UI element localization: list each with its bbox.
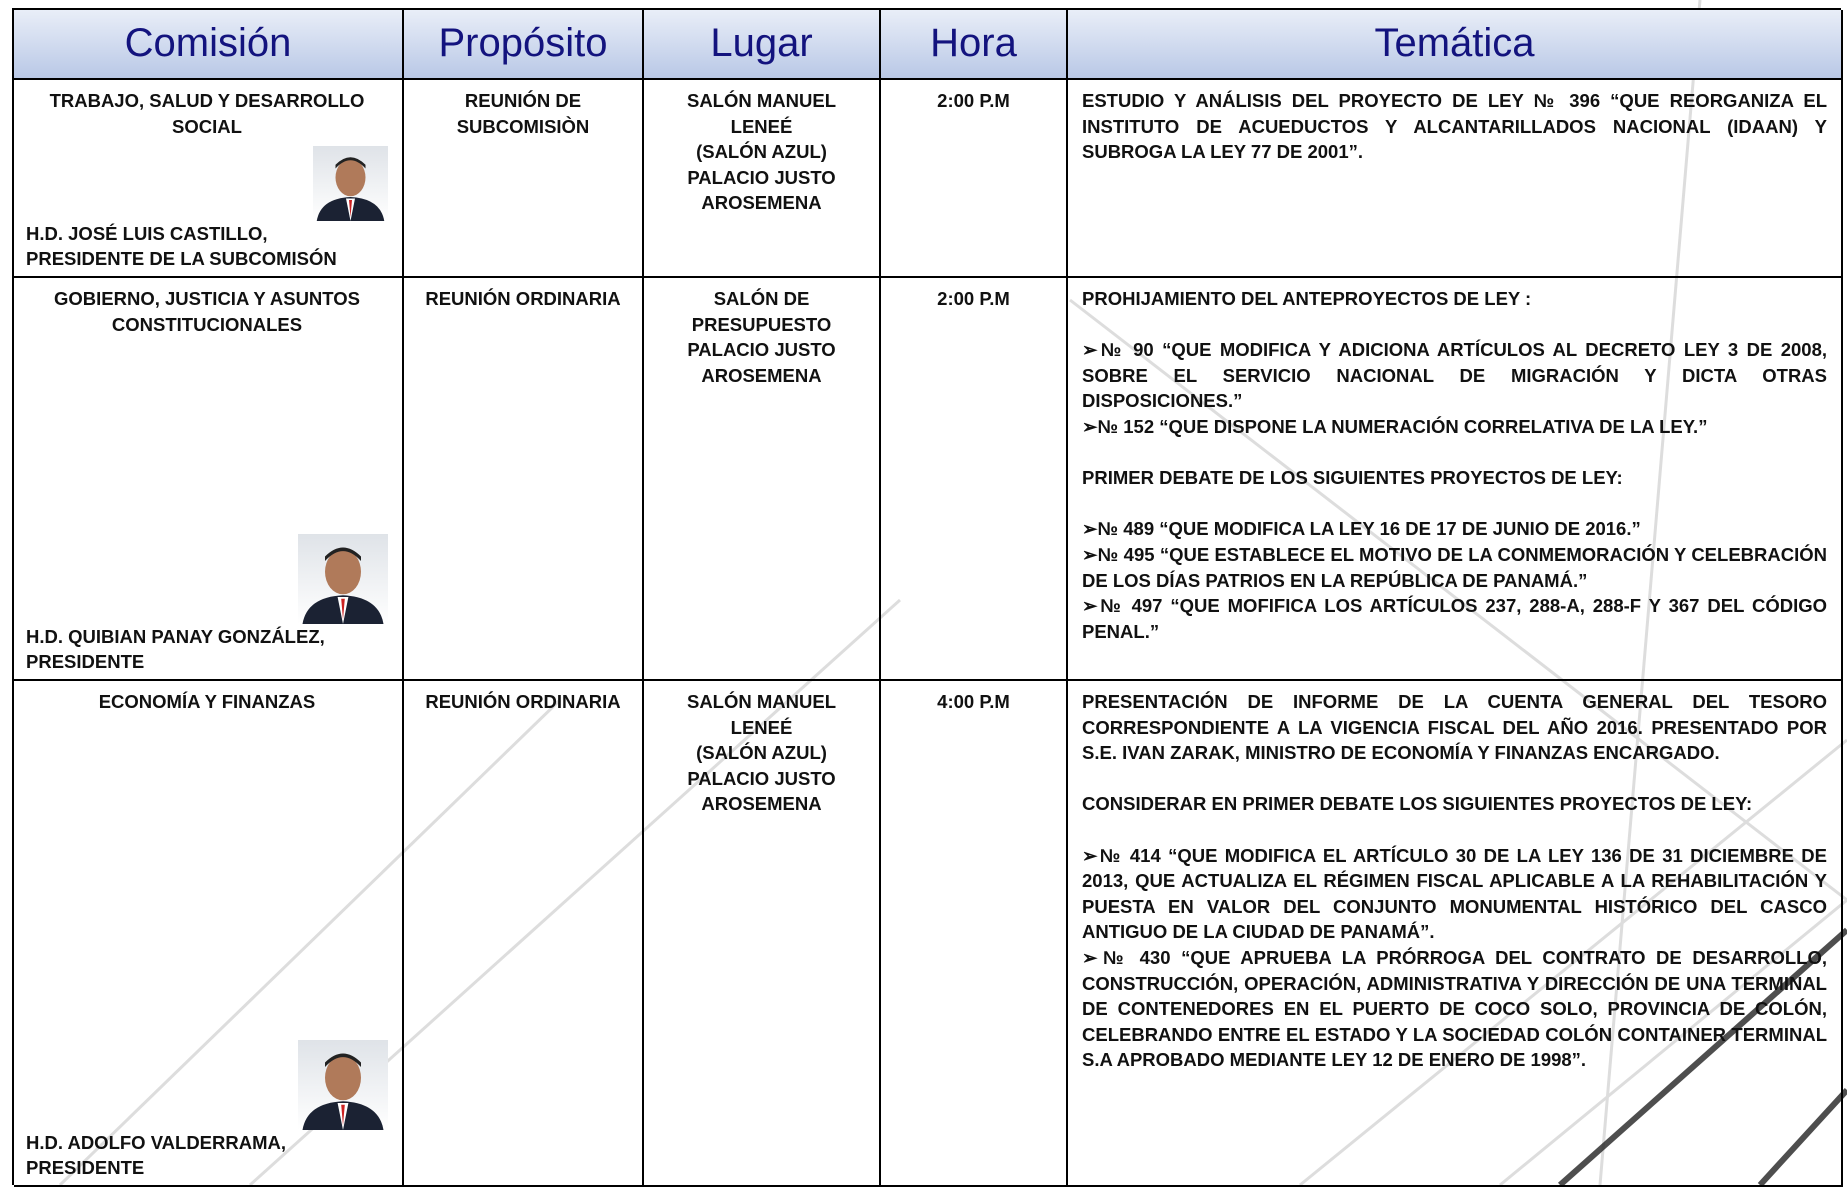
- tematica-line: ➢№ 90 “QUE MODIFICA Y ADICIONA ARTÍCULOS…: [1082, 339, 1827, 412]
- tematica-paragraph: PRESENTACIÓN DE INFORME DE LA CUENTA GEN…: [1082, 689, 1827, 766]
- tematica-line: PRIMER DEBATE DE LOS SIGUIENTES PROYECTO…: [1082, 467, 1623, 489]
- tematica-cell: ESTUDIO Y ANÁLISIS DEL PROYECTO DE LEY №…: [1068, 80, 1843, 278]
- tematica-line: ESTUDIO Y ANÁLISIS DEL PROYECTO DE LEY №…: [1082, 90, 1827, 163]
- tematica-line: ➢№ 497 “QUE MOFIFICA LOS ARTÍCULOS 237, …: [1082, 595, 1827, 642]
- tematica-line: ➢№ 430 “QUE APRUEBA LA PRÓRROGA DEL CONT…: [1082, 946, 1827, 1071]
- comision-name: TRABAJO, SALUD Y DESARROLLO SOCIAL: [49, 90, 365, 137]
- comision-name: ECONOMÍA Y FINANZAS: [98, 691, 316, 712]
- lugar-cell: SALÓN MANUEL LENEÉ (SALÓN AZUL) PALACIO JU…: [644, 80, 881, 278]
- tematica-line: CONSIDERAR EN PRIMER DEBATE LOS SIGUIENT…: [1082, 793, 1753, 815]
- presidente: H.D. QUIBIAN PANAY GONZÁLEZ, PRESIDENTE: [26, 625, 325, 673]
- tematica-paragraph: ➢№ 414 “QUE MODIFICA EL ARTÍCULO 30 DE L…: [1082, 843, 1827, 1073]
- presidente: H.D. JOSÉ LUIS CASTILLO, PRESIDENTE DE L…: [26, 222, 337, 270]
- tematica-paragraph: ➢№ 489 “QUE MODIFICA LA LEY 16 DE 17 DE …: [1082, 516, 1827, 644]
- presidente: H.D. ADOLFO VALDERRAMA, PRESIDENTE: [26, 1131, 287, 1179]
- lugar-line: PALACIO JUSTO AROSEMENA: [687, 339, 836, 386]
- hora-cell: 4:00 P.M: [881, 681, 1068, 1187]
- tematica-paragraph: ESTUDIO Y ANÁLISIS DEL PROYECTO DE LEY №…: [1082, 88, 1827, 165]
- tematica-paragraph: CONSIDERAR EN PRIMER DEBATE LOS SIGUIENT…: [1082, 791, 1827, 817]
- lugar-cell: SALÓN DE PRESUPUESTO PALACIO JUSTO AROSEM…: [644, 278, 881, 681]
- hora-cell: 2:00 P.M: [881, 80, 1068, 278]
- hora-cell: 2:00 P.M: [881, 278, 1068, 681]
- portrait: [302, 547, 384, 624]
- header-cell: Propósito: [404, 10, 644, 80]
- lugar-line: SALÓN MANUEL LENEÉ: [686, 691, 837, 738]
- agenda-table: Comisión Propósito Lugar Hora Temática TRABAJ…: [12, 8, 1843, 1187]
- tematica-line: ➢№ 152 “QUE DISPONE LA NUMERACIÓN CORREL…: [1082, 415, 1708, 437]
- tematica-cell: PROHIJAMIENTO DEL ANTEPROYECTOS DE LEY :…: [1068, 278, 1843, 681]
- lugar-line: PALACIO JUSTO AROSEMENA: [687, 767, 836, 815]
- header-cell: Comisión: [14, 10, 404, 80]
- tematica-line: ➢№ 495 “QUE ESTABLECE EL MOTIVO DE LA CO…: [1082, 543, 1827, 591]
- tematica-paragraph: ➢№ 90 “QUE MODIFICA Y ADICIONA ARTÍCULOS…: [1082, 337, 1827, 439]
- tematica-line: ➢№ 414 “QUE MODIFICA EL ARTÍCULO 30 DE L…: [1082, 844, 1827, 943]
- photo: [298, 1039, 388, 1130]
- portrait: [316, 157, 385, 221]
- portrait: [302, 1053, 384, 1130]
- proposito-cell: REUNIÓN ORDINARIA: [404, 278, 644, 681]
- header-cell: Hora: [881, 10, 1068, 80]
- comision-cell: GOBIERNO, JUSTICIA Y ASUNTOS CONSTITUCIO…: [14, 278, 404, 681]
- lugar-line: SALÓN MANUEL LENEÉ: [686, 90, 837, 137]
- tematica-line: ➢№ 489 “QUE MODIFICA LA LEY 16 DE 17 DE …: [1082, 518, 1641, 540]
- tematica-paragraph: PROHIJAMIENTO DEL ANTEPROYECTOS DE LEY :: [1082, 286, 1827, 312]
- header-cell: Temática: [1068, 10, 1843, 80]
- tematica-paragraph: PRIMER DEBATE DE LOS SIGUIENTES PROYECTO…: [1082, 465, 1827, 491]
- photo: [298, 533, 388, 624]
- proposito-cell: REUNIÓN ORDINARIA: [404, 681, 644, 1187]
- comision-cell: TRABAJO, SALUD Y DESARROLLO SOCIAL H.D. J…: [14, 80, 404, 278]
- tematica-line: PROHIJAMIENTO DEL ANTEPROYECTOS DE LEY :: [1082, 288, 1532, 309]
- lugar-line: (SALÓN AZUL): [696, 742, 827, 764]
- comision-name: GOBIERNO, JUSTICIA Y ASUNTOS CONSTITUCIO…: [54, 288, 360, 335]
- tematica-line: PRESENTACIÓN DE INFORME DE LA CUENTA GEN…: [1082, 691, 1827, 764]
- lugar-line: SALÓN DE PRESUPUESTO: [691, 288, 832, 335]
- header-cell: Lugar: [644, 10, 881, 80]
- lugar-cell: SALÓN MANUEL LENEÉ (SALÓN AZUL) PALACIO JU…: [644, 681, 881, 1187]
- lugar-line: PALACIO JUSTO AROSEMENA: [687, 166, 836, 214]
- photo: [313, 145, 388, 221]
- proposito-cell: REUNIÓN DE SUBCOMISIÒN: [404, 80, 644, 278]
- comision-cell: ECONOMÍA Y FINANZAS H.D. ADOLFO VALDERRAM…: [14, 681, 404, 1187]
- tematica-cell: PRESENTACIÓN DE INFORME DE LA CUENTA GEN…: [1068, 681, 1843, 1187]
- lugar-line: (SALÓN AZUL): [696, 141, 827, 163]
